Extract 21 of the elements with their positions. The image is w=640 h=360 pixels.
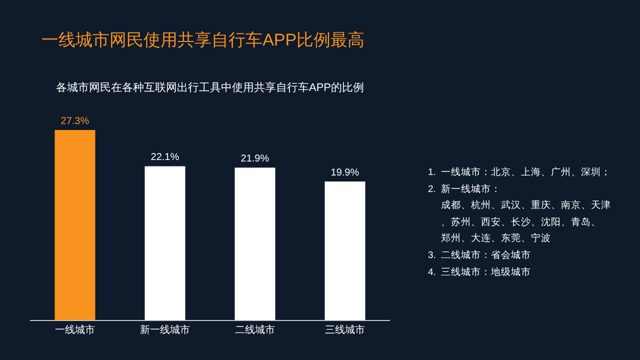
text: 3. 二线城市：省会城市 <box>428 249 532 261</box>
chart-subtitle: 各城市网民在各种互联网出行工具中使用共享自行车APP的比例 <box>56 81 364 94</box>
data-label: 19.9% <box>330 168 360 178</box>
x-tick-label: 三线城市 <box>325 324 365 336</box>
data-label: 22.1% <box>150 152 180 164</box>
text: 成都、杭州、武汉、重庆、南京、天津 <box>428 199 612 211</box>
x-tick-label: 一线城市 <box>55 324 95 336</box>
bar <box>144 166 186 320</box>
x-tick-label: 二线城市 <box>235 324 275 336</box>
bar <box>54 130 96 320</box>
text: 2. 新一线城市： <box>428 183 502 195</box>
text: 、苏州、西安、长沙、沈阳、青岛、 <box>428 216 602 228</box>
x-tick-label: 新一线城市 <box>140 324 190 336</box>
bar <box>234 168 276 320</box>
data-label: 21.9% <box>240 154 270 165</box>
text: 4. 三线城市：地级城市 <box>428 266 532 278</box>
data-label: 27.3% <box>60 116 90 127</box>
bar <box>324 182 366 320</box>
text: 1. 一线城市：北京、上海、广州、深圳； <box>428 166 612 178</box>
text: 郑州、大连、东莞、宁波 <box>428 232 552 244</box>
chart-title: 一线城市网民使用共享自行车APP比例最高 <box>42 30 365 50</box>
